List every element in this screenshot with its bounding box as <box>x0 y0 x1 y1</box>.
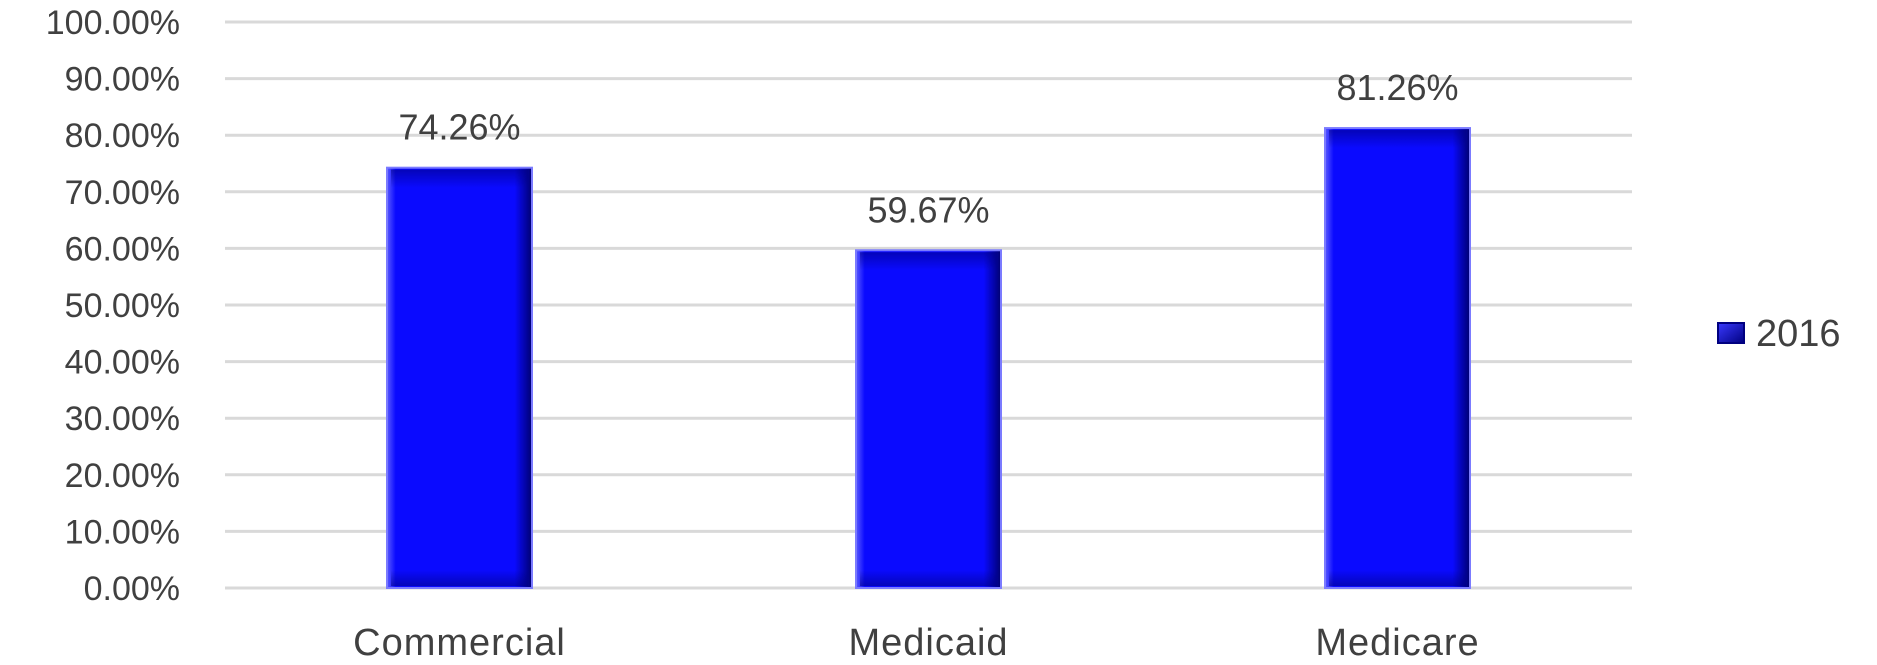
y-tick-label: 30.00% <box>65 400 180 438</box>
data-label: 74.26% <box>398 107 520 148</box>
data-labels: 74.26% 59.67% 81.26% <box>398 67 1458 230</box>
y-tick-label: 70.00% <box>65 174 180 212</box>
legend-label: 2016 <box>1756 313 1841 355</box>
x-tick-label: Medicare <box>1315 622 1479 660</box>
y-tick-label: 90.00% <box>65 61 180 99</box>
bar-bevel-bottom <box>860 570 997 586</box>
legend: 2016 <box>1717 313 1841 355</box>
y-tick-label: 20.00% <box>65 457 180 495</box>
bar-bevel-top <box>391 169 528 188</box>
y-tick-label: 50.00% <box>65 287 180 325</box>
bar-medicaid <box>855 249 1002 590</box>
x-tick-label: Commercial <box>353 622 566 660</box>
bars <box>386 127 1471 590</box>
x-axis-category-labels: Commercial Medicaid Medicare <box>353 622 1479 664</box>
bar-bevel-bottom <box>1329 570 1466 586</box>
bar-bevel-top <box>1329 130 1466 149</box>
bar-bevel-top <box>860 252 997 271</box>
bar-bevel-bottom <box>391 570 528 586</box>
y-tick-label: 60.00% <box>65 230 180 268</box>
x-tick-label: Medicaid <box>848 622 1008 660</box>
y-axis-tick-labels: 0.00% 10.00% 20.00% 30.00% 40.00% 50.00% 60.00… <box>46 4 180 608</box>
y-tick-label: 10.00% <box>65 513 180 551</box>
bar-body <box>855 249 1002 590</box>
bar-commercial <box>386 166 533 590</box>
bar-body <box>1324 127 1471 590</box>
y-tick-label: 0.00% <box>84 570 180 608</box>
legend-swatch <box>1717 322 1745 344</box>
bar-body <box>386 166 533 590</box>
y-tick-label: 100.00% <box>46 4 180 42</box>
bar-medicare <box>1324 127 1471 590</box>
data-label: 81.26% <box>1336 67 1458 108</box>
data-label: 59.67% <box>867 189 989 230</box>
y-tick-label: 40.00% <box>65 344 180 382</box>
y-tick-label: 80.00% <box>65 117 180 155</box>
